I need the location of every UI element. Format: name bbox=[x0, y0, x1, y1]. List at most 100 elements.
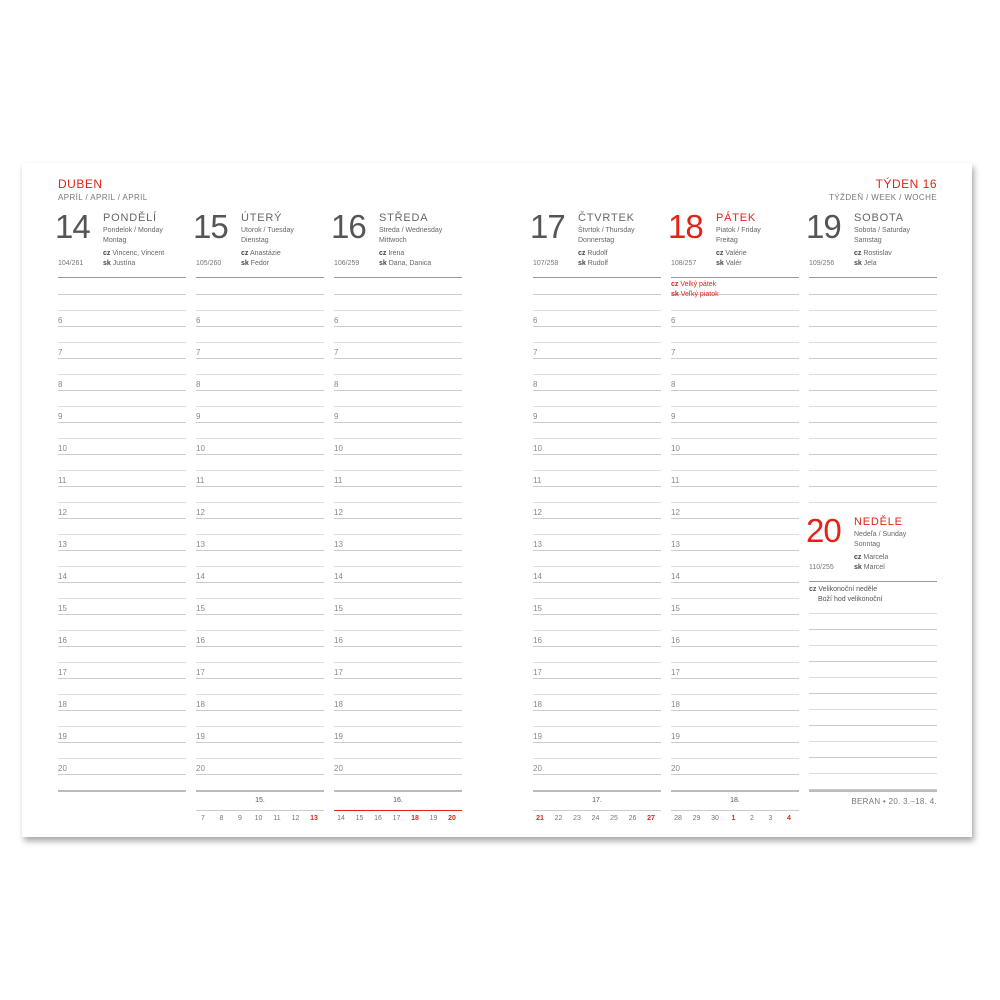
writing-line[interactable] bbox=[671, 662, 799, 663]
writing-line[interactable] bbox=[671, 518, 799, 519]
writing-line[interactable] bbox=[334, 534, 462, 535]
writing-line[interactable] bbox=[809, 294, 937, 295]
writing-line[interactable] bbox=[58, 662, 186, 663]
writing-line[interactable] bbox=[533, 614, 661, 615]
writing-line[interactable] bbox=[334, 358, 462, 359]
writing-line[interactable] bbox=[334, 694, 462, 695]
writing-line[interactable] bbox=[196, 454, 324, 455]
writing-line[interactable] bbox=[58, 470, 186, 471]
writing-line[interactable] bbox=[671, 630, 799, 631]
writing-line[interactable] bbox=[196, 710, 324, 711]
writing-line[interactable] bbox=[334, 454, 462, 455]
writing-line[interactable] bbox=[809, 310, 937, 311]
mini-calendar-day[interactable]: 10 bbox=[254, 815, 263, 822]
writing-line[interactable] bbox=[533, 534, 661, 535]
mini-calendar-day[interactable]: 9 bbox=[238, 815, 242, 822]
writing-line[interactable] bbox=[58, 326, 186, 327]
writing-line[interactable] bbox=[334, 486, 462, 487]
writing-line[interactable] bbox=[671, 566, 799, 567]
writing-line[interactable] bbox=[196, 742, 324, 743]
writing-line[interactable] bbox=[671, 470, 799, 471]
writing-line[interactable] bbox=[196, 774, 324, 775]
mini-calendar-day[interactable]: 21 bbox=[536, 815, 544, 822]
writing-line[interactable] bbox=[334, 646, 462, 647]
writing-line[interactable] bbox=[58, 646, 186, 647]
writing-line[interactable] bbox=[58, 758, 186, 759]
mini-calendar-day[interactable]: 2 bbox=[750, 815, 754, 822]
writing-line[interactable] bbox=[809, 613, 937, 614]
writing-line[interactable] bbox=[196, 502, 324, 503]
writing-line[interactable] bbox=[58, 518, 186, 519]
mini-calendar-day[interactable]: 12 bbox=[291, 815, 300, 822]
writing-line[interactable] bbox=[196, 694, 324, 695]
writing-line[interactable] bbox=[533, 342, 661, 343]
writing-line[interactable] bbox=[334, 502, 462, 503]
writing-line[interactable] bbox=[809, 470, 937, 471]
writing-line[interactable] bbox=[671, 582, 799, 583]
writing-line[interactable] bbox=[58, 342, 186, 343]
writing-line[interactable] bbox=[196, 662, 324, 663]
writing-line[interactable] bbox=[809, 422, 937, 423]
writing-line[interactable] bbox=[533, 646, 661, 647]
writing-line[interactable] bbox=[671, 742, 799, 743]
writing-line[interactable] bbox=[196, 310, 324, 311]
writing-line[interactable] bbox=[196, 518, 324, 519]
mini-calendar-day[interactable]: 14 bbox=[337, 815, 345, 822]
mini-calendar-day[interactable]: 17 bbox=[392, 815, 401, 822]
writing-line[interactable] bbox=[533, 326, 661, 327]
writing-line[interactable] bbox=[334, 598, 462, 599]
writing-line[interactable] bbox=[334, 758, 462, 759]
writing-line[interactable] bbox=[533, 566, 661, 567]
mini-calendar-day[interactable]: 13 bbox=[310, 815, 318, 822]
writing-line[interactable] bbox=[196, 486, 324, 487]
writing-line[interactable] bbox=[809, 358, 937, 359]
writing-line[interactable] bbox=[809, 502, 937, 503]
mini-calendar-day[interactable]: 11 bbox=[273, 815, 281, 822]
writing-line[interactable] bbox=[58, 710, 186, 711]
writing-line[interactable] bbox=[533, 742, 661, 743]
writing-line[interactable] bbox=[196, 358, 324, 359]
mini-calendar-day[interactable]: 4 bbox=[787, 815, 791, 822]
writing-line[interactable] bbox=[809, 789, 937, 790]
writing-line[interactable] bbox=[334, 390, 462, 391]
writing-line[interactable] bbox=[196, 598, 324, 599]
mini-calendar-day[interactable]: 8 bbox=[219, 815, 224, 822]
mini-calendar-day[interactable]: 27 bbox=[647, 815, 655, 822]
mini-calendar-day[interactable]: 24 bbox=[591, 815, 600, 822]
writing-line[interactable] bbox=[334, 342, 462, 343]
writing-line[interactable] bbox=[58, 422, 186, 423]
writing-line[interactable] bbox=[196, 646, 324, 647]
writing-line[interactable] bbox=[533, 406, 661, 407]
writing-line[interactable] bbox=[809, 374, 937, 375]
writing-line[interactable] bbox=[58, 454, 186, 455]
writing-line[interactable] bbox=[334, 422, 462, 423]
writing-line[interactable] bbox=[533, 582, 661, 583]
writing-line[interactable] bbox=[196, 342, 324, 343]
writing-line[interactable] bbox=[334, 550, 462, 551]
writing-line[interactable] bbox=[196, 438, 324, 439]
writing-line[interactable] bbox=[809, 757, 937, 758]
mini-calendar-day[interactable]: 25 bbox=[610, 815, 618, 822]
writing-line[interactable] bbox=[533, 438, 661, 439]
mini-calendar-day[interactable]: 16 bbox=[374, 815, 382, 822]
writing-line[interactable] bbox=[533, 694, 661, 695]
writing-line[interactable] bbox=[671, 502, 799, 503]
writing-line[interactable] bbox=[533, 358, 661, 359]
writing-line[interactable] bbox=[334, 438, 462, 439]
writing-line[interactable] bbox=[671, 406, 799, 407]
writing-line[interactable] bbox=[196, 550, 324, 551]
writing-line[interactable] bbox=[533, 662, 661, 663]
writing-line[interactable] bbox=[533, 502, 661, 503]
mini-calendar-day[interactable]: 19 bbox=[429, 815, 438, 822]
writing-line[interactable] bbox=[58, 358, 186, 359]
writing-line[interactable] bbox=[671, 486, 799, 487]
writing-line[interactable] bbox=[334, 518, 462, 519]
writing-line[interactable] bbox=[671, 374, 799, 375]
writing-line[interactable] bbox=[58, 502, 186, 503]
writing-line[interactable] bbox=[334, 662, 462, 663]
writing-line[interactable] bbox=[533, 726, 661, 727]
writing-line[interactable] bbox=[58, 310, 186, 311]
writing-line[interactable] bbox=[809, 390, 937, 391]
writing-line[interactable] bbox=[196, 534, 324, 535]
writing-line[interactable] bbox=[196, 294, 324, 295]
